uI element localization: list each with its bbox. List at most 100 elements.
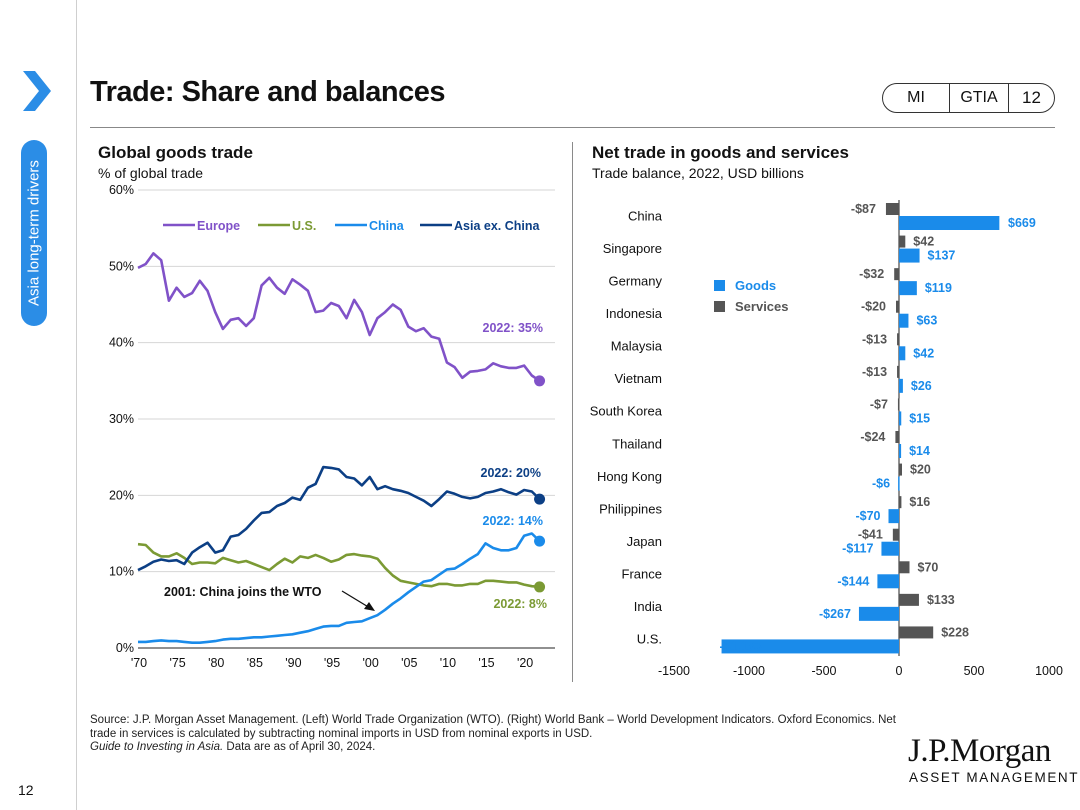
services-bar: [897, 333, 899, 346]
goods-value-label: -$267: [819, 607, 851, 621]
x-tick-label: '90: [285, 656, 301, 670]
services-bar: [892, 528, 899, 541]
series-line-asia-ex-china: [137, 465, 541, 572]
goods-bar: [899, 411, 902, 426]
services-value-label: $16: [909, 495, 930, 509]
goods-value-label: -$117: [842, 542, 873, 556]
y-tick-label: 40%: [109, 336, 134, 350]
x-tick-label: -500: [811, 664, 836, 678]
pill-page: 12: [1022, 88, 1041, 107]
section-tab[interactable]: Asia long-term drivers: [21, 140, 47, 326]
goods-value-label: -$144: [837, 574, 869, 588]
legend-label: U.S.: [292, 219, 316, 233]
goods-value-label: -$70: [855, 509, 880, 523]
services-value-label: -$32: [859, 267, 884, 281]
services-bar: [899, 463, 902, 476]
x-tick-label: '00: [363, 656, 379, 670]
services-value-label: $133: [927, 593, 955, 607]
y-tick-label: 10%: [109, 565, 134, 579]
x-tick-label: '05: [401, 656, 417, 670]
legend-label: China: [369, 219, 405, 233]
legend-label: Europe: [197, 219, 240, 233]
annotation-asia-ex-china: 2022: 20%: [481, 466, 541, 480]
category-label: South Korea: [590, 404, 663, 419]
category-label: Philippines: [599, 501, 662, 516]
goods-value-label: $63: [916, 314, 937, 328]
services-bar: [899, 496, 902, 509]
annotation-wto: 2001: China joins the WTO: [164, 585, 322, 599]
services-value-label: -$13: [862, 332, 887, 346]
guide-title: Guide to Investing in Asia.: [90, 741, 224, 753]
x-tick-label: '75: [169, 656, 185, 670]
goods-bar: [899, 281, 917, 296]
services-value-label: -$20: [861, 300, 886, 314]
services-bar: [899, 593, 919, 606]
goods-bar: [899, 346, 906, 361]
y-tick-label: 50%: [109, 259, 134, 273]
services-bar: [895, 431, 899, 443]
series-end-marker: [534, 581, 546, 593]
services-bar: [897, 398, 900, 411]
legend-label: Asia ex. China: [454, 219, 540, 233]
goods-value-label: $42: [913, 346, 934, 360]
goods-bar: [888, 509, 899, 524]
goods-value-label: $137: [928, 249, 956, 263]
goods-value-label: -$6: [872, 477, 890, 491]
wto-arrow-head: [364, 602, 375, 611]
legend-label-goods: Goods: [735, 278, 776, 293]
source-note: Source: J.P. Morgan Asset Management. (L…: [90, 714, 896, 740]
annotation-china: 2022: 14%: [483, 514, 543, 528]
category-label: Malaysia: [611, 339, 663, 354]
goods-bar: [858, 606, 899, 621]
x-tick-label: '20: [517, 656, 533, 670]
x-tick-label: 1000: [1035, 664, 1063, 678]
x-tick-label: '80: [208, 656, 224, 670]
category-label: France: [622, 567, 662, 582]
annotation-europe: 2022: 35%: [483, 321, 543, 335]
series-end-marker: [534, 535, 546, 547]
services-value-label: $228: [941, 625, 969, 639]
category-label: Singapore: [603, 241, 662, 256]
legend-swatch-goods: [714, 280, 725, 291]
right-chart-title: Net trade in goods and services: [592, 143, 849, 162]
legend-swatch-services: [714, 301, 725, 312]
services-value-label: -$41: [858, 528, 883, 542]
services-bar: [899, 235, 906, 248]
guide-rest: Data are as of April 30, 2024.: [223, 741, 376, 753]
services-bar: [894, 268, 899, 281]
services-value-label: $20: [910, 463, 931, 477]
x-tick-label: -1000: [733, 664, 765, 678]
section-pill: MI GTIA 12: [882, 83, 1055, 113]
goods-bar: [899, 216, 1000, 230]
goods-bar: [898, 476, 900, 491]
pill-mi[interactable]: MI: [883, 84, 950, 112]
goods-bar: [877, 574, 899, 589]
right-chart-subtitle: Trade balance, 2022, USD billions: [592, 165, 804, 181]
services-value-label: $42: [913, 235, 934, 249]
panel-divider: [572, 142, 573, 682]
series-line-u-s-: [137, 542, 540, 589]
pill-gtia[interactable]: GTIA: [950, 84, 1009, 112]
x-tick-label: 0: [896, 664, 903, 678]
category-label: U.S.: [637, 632, 662, 647]
x-tick-label: 500: [964, 664, 985, 678]
y-tick-label: 30%: [109, 412, 134, 426]
goods-bar: [899, 378, 903, 393]
services-bar: [896, 300, 899, 313]
goods-bar: [881, 541, 899, 556]
services-value-label: -$87: [851, 202, 876, 216]
y-tick-label: 0%: [116, 641, 134, 655]
series-line-europe: [137, 252, 541, 382]
category-label: Germany: [609, 273, 663, 288]
goods-bar: [899, 248, 920, 263]
services-bar: [899, 561, 910, 574]
services-value-label: $70: [918, 560, 939, 574]
category-label: China: [628, 208, 663, 223]
services-value-label: -$13: [862, 365, 887, 379]
x-tick-label: '95: [324, 656, 340, 670]
jpmorgan-logo: J.P.Morgan: [908, 733, 1051, 769]
goods-bar: [721, 639, 899, 654]
chevron-right-icon[interactable]: [20, 68, 54, 114]
goods-bar: [899, 444, 902, 458]
